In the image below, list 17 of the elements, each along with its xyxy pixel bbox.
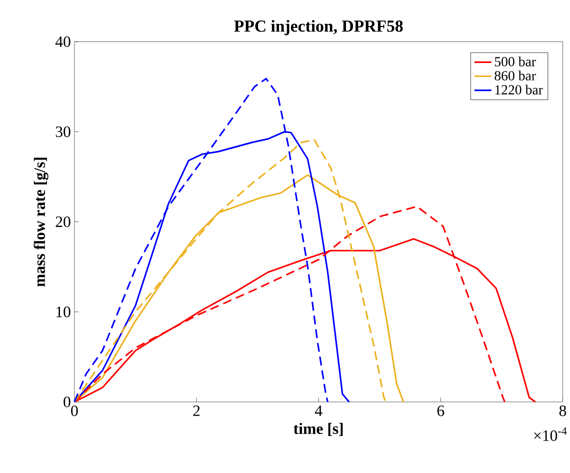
legend-label: 860 bar	[494, 70, 536, 80]
x-tick-label: 2	[193, 405, 200, 416]
legend-label: 1220 bar	[495, 84, 543, 94]
x-tick-label: 0	[71, 405, 78, 416]
legend-label: 500 bar	[494, 56, 536, 66]
text: ×10$^{-4}$	[534, 427, 567, 441]
x-axis-title: time [s]	[294, 422, 343, 436]
y-tick-label: 40	[55, 36, 70, 47]
y-axis-title: mass flow rate [g/s]	[34, 158, 48, 286]
x-tick-label: 4	[314, 405, 322, 416]
x-tick-label: 8	[559, 405, 566, 416]
y-tick-label: 30	[56, 126, 70, 137]
y-tick-label: 10	[56, 306, 70, 318]
chart-title: PPC injection, DPRF58	[234, 20, 403, 36]
x-tick-label: 6	[437, 405, 444, 416]
y-tick-label: 20	[56, 216, 70, 227]
y-tick-label: 0	[64, 396, 70, 408]
